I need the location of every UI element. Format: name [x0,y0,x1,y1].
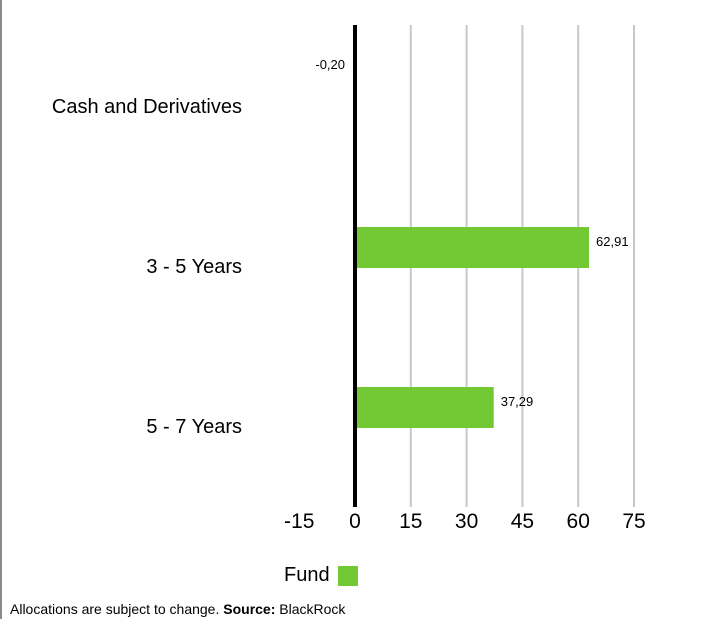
bar-chart: -15 0 15 30 45 60 75 Cash and Derivatives -0,20 3… [52,25,646,533]
x-tick-label-75: 75 [622,510,645,533]
x-tick-label--15: -15 [284,510,314,533]
data-label-1: -0,20 [315,57,345,72]
data-label-3: 37,29 [501,394,534,409]
bar-2 [355,227,590,268]
legend-swatch-fund [337,565,358,586]
data-label-2: 62,91 [596,234,629,249]
legend-label-fund: Fund [284,564,330,586]
footnote-text: Allocations are subject to change. [10,601,220,617]
category-label-3: 5 - 7 Years [146,416,242,438]
bar-3 [355,387,494,428]
legend: Fund [284,564,358,587]
x-tick-label-0: 0 [349,510,361,533]
category-label-1: Cash and Derivatives [52,96,242,118]
category-label-2: 3 - 5 Years [146,256,242,278]
left-border [0,0,2,619]
source-value: BlackRock [279,601,346,617]
source-label: Source: [223,601,276,617]
x-tick-label-60: 60 [567,510,590,533]
footnote: Allocations are subject to change. Sourc… [10,601,345,617]
x-tick-label-45: 45 [511,510,534,533]
x-tick-label-15: 15 [399,510,422,533]
x-tick-label-30: 30 [455,510,478,533]
